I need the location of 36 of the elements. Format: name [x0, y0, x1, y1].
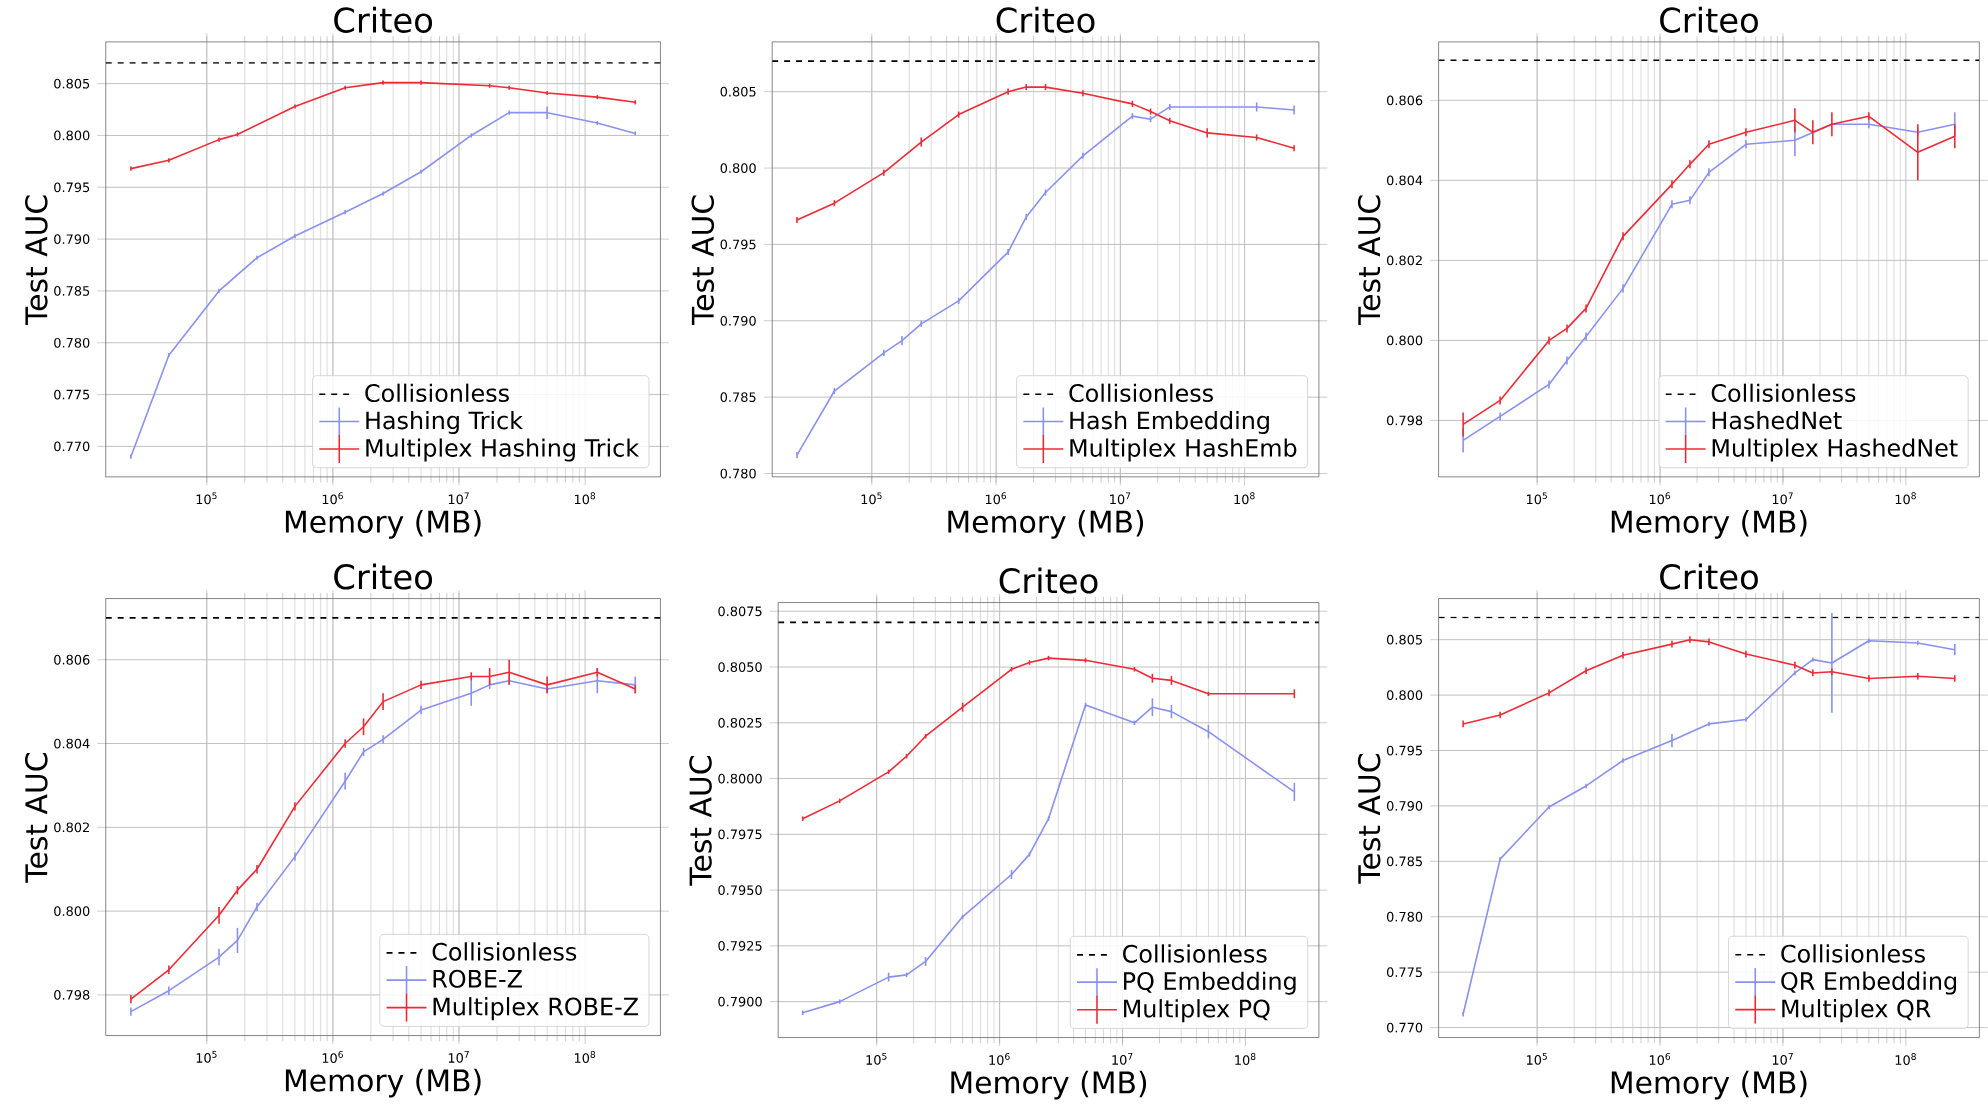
- chart-title: Criteo: [334, 563, 433, 590]
- legend-label: Multiplex HashEmb: [1070, 438, 1297, 462]
- x-axis-title: Memory (MB): [285, 509, 481, 539]
- y-axis-title: Test AUC: [1357, 195, 1381, 326]
- legend-label: HashedNet: [1712, 410, 1842, 430]
- x-axis-title: Memory (MB): [948, 509, 1144, 539]
- legend-label: Collisionless: [365, 383, 509, 403]
- legend-label: Collisionless: [432, 942, 577, 961]
- legend-label: Multiplex ROBE-Z: [433, 997, 638, 1021]
- chart-title: Criteo: [996, 6, 1095, 33]
- y-axis-title: Test AUC: [25, 753, 48, 883]
- x-axis-title: Memory (MB): [951, 1070, 1147, 1100]
- legend-label: Collisionless: [1781, 944, 1925, 963]
- legend-label: Multiplex QR: [1782, 999, 1931, 1023]
- legend-label: Hashing Trick: [366, 410, 523, 434]
- y-axis-title: Test AUC: [689, 756, 712, 886]
- legend-label: Hash Embedding: [1070, 410, 1269, 434]
- legend-label: PQ Embedding: [1124, 971, 1296, 995]
- y-axis-title: Test AUC: [25, 195, 48, 326]
- chart-title: Criteo: [999, 567, 1098, 594]
- legend-label: Collisionless: [1123, 944, 1267, 963]
- legend-label: Multiplex HashedNet: [1712, 438, 1958, 462]
- legend-label: Multiplex Hashing Trick: [366, 438, 640, 462]
- legend-label: Collisionless: [1711, 383, 1856, 403]
- x-axis-title: Memory (MB): [1611, 1070, 1807, 1100]
- chart-title: Criteo: [1660, 6, 1758, 33]
- x-axis-title: Memory (MB): [285, 1068, 481, 1098]
- x-axis-title: Memory (MB): [1611, 509, 1807, 539]
- legend-label: ROBE-Z: [433, 969, 522, 988]
- y-axis-title: Test AUC: [1357, 754, 1381, 884]
- chart-title: Criteo: [334, 6, 433, 33]
- y-axis-title: Test AUC: [691, 195, 715, 326]
- legend-label: Multiplex PQ: [1124, 999, 1270, 1023]
- legend-label: QR Embedding: [1781, 971, 1957, 995]
- legend-label: Collisionless: [1069, 383, 1213, 403]
- chart-title: Criteo: [1660, 563, 1758, 590]
